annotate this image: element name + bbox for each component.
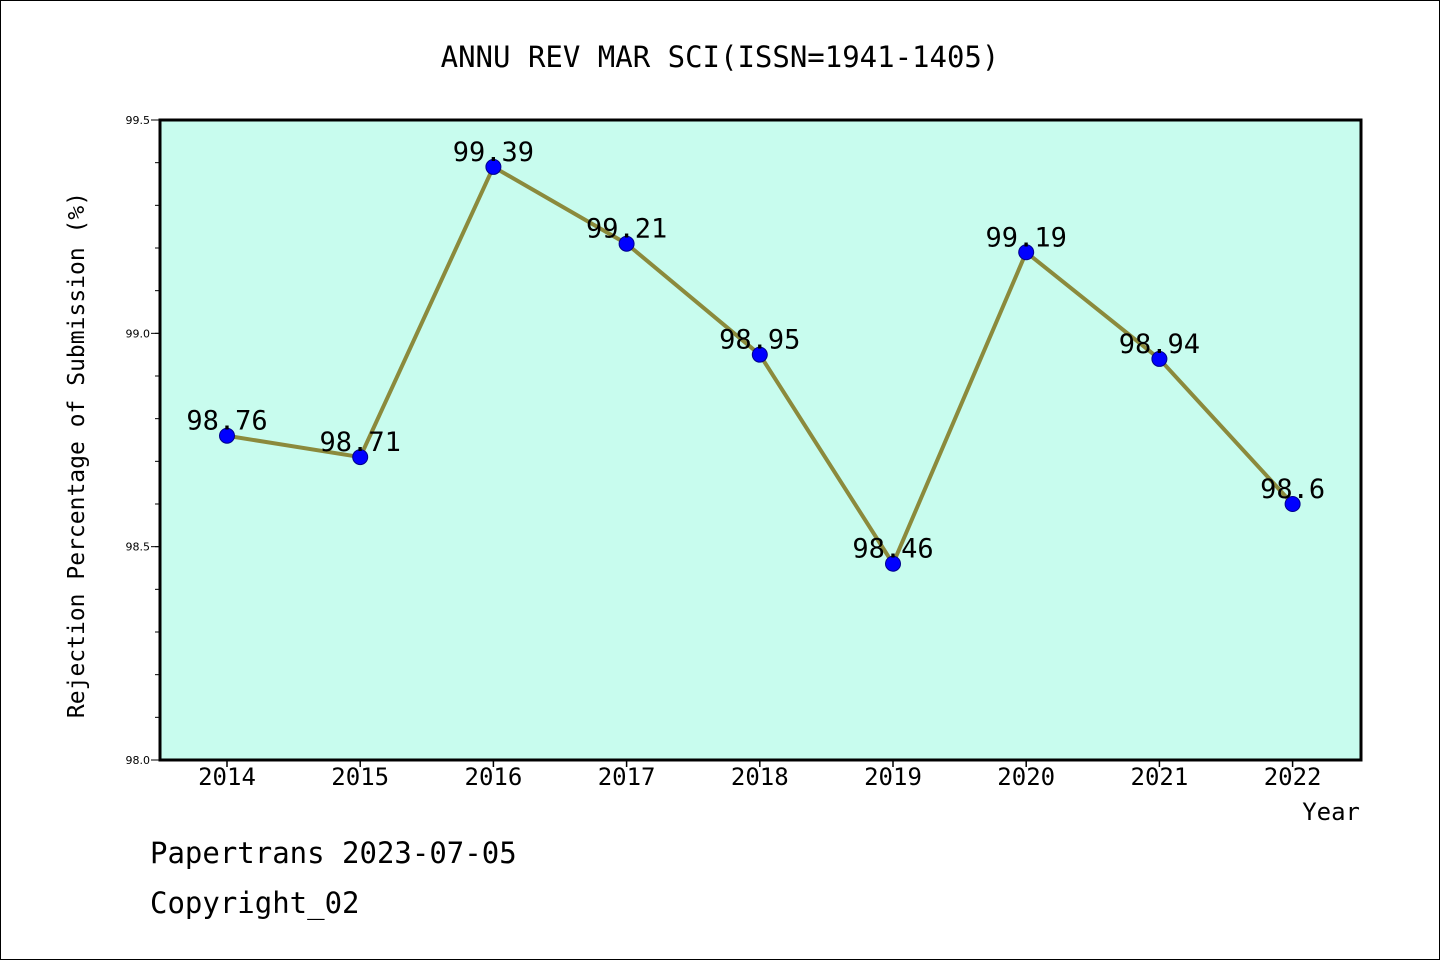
x-tick-label: 2022 xyxy=(1264,763,1322,791)
data-label: 99.39 xyxy=(453,137,534,168)
x-tick-label: 2014 xyxy=(198,763,256,791)
y-tick-label: 98.5 xyxy=(126,541,151,554)
data-point xyxy=(1151,350,1168,367)
x-tick-label: 2016 xyxy=(465,763,523,791)
data-point xyxy=(751,346,768,363)
data-label: 98.95 xyxy=(719,325,800,356)
x-tick-label: 2017 xyxy=(598,763,656,791)
footer-copyright: Copyright_02 xyxy=(150,886,360,920)
data-point xyxy=(1018,244,1035,261)
data-point xyxy=(219,427,235,444)
x-tick-label: 2015 xyxy=(331,763,389,791)
data-point xyxy=(485,158,502,175)
y-axis-label: Rejection Percentage of Submission (%) xyxy=(64,192,90,718)
data-label: 99.19 xyxy=(986,222,1067,253)
plot-area xyxy=(158,118,1363,762)
data-point xyxy=(352,449,369,466)
data-label: 98.76 xyxy=(186,406,267,437)
x-tick-label: 2020 xyxy=(997,763,1055,791)
data-label: 98.71 xyxy=(320,427,401,458)
y-axis: 98.0 98.5 99.0 99.5 xyxy=(126,114,160,767)
x-tick-label: 2019 xyxy=(864,763,922,791)
x-tick-label: 2021 xyxy=(1131,763,1189,791)
data-point xyxy=(885,555,901,572)
y-tick-label: 99.0 xyxy=(126,327,151,340)
y-tick-label: 98.0 xyxy=(126,754,151,767)
footer-date: Papertrans 2023-07-05 xyxy=(150,836,517,870)
y-tick-label: 99.5 xyxy=(126,114,151,127)
data-label: 98.6 xyxy=(1260,474,1325,505)
x-tick-label: 2018 xyxy=(731,763,789,791)
data-label: 98.94 xyxy=(1119,329,1200,360)
x-axis-label: Year xyxy=(1302,798,1360,826)
data-label: 99.21 xyxy=(586,214,667,245)
x-axis: 2014 2015 2016 2017 2018 2019 2020 2021 2022 xyxy=(198,760,1321,791)
data-label: 98.46 xyxy=(852,534,933,565)
series-layer: 98.76 98.71 99.39 99.21 98.95 98.46 99.19 98.94… xyxy=(186,137,1325,572)
data-point xyxy=(618,235,635,252)
data-point xyxy=(1284,496,1301,512)
chart-title: ANNU REV MAR SCI(ISSN=1941-1405) xyxy=(441,40,1000,74)
